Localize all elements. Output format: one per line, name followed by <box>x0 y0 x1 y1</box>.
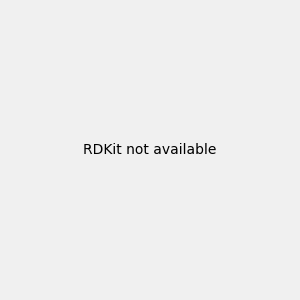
Text: RDKit not available: RDKit not available <box>83 143 217 157</box>
